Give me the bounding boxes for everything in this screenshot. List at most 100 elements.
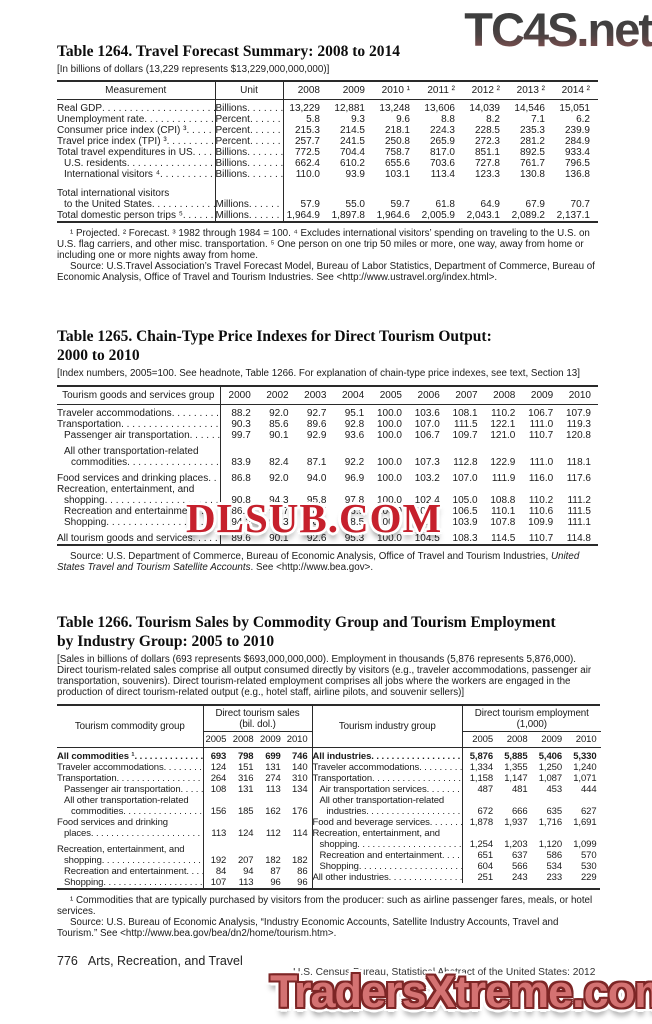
table-1266-headnote: [Sales in billions of dollars (693 repre… [57, 653, 592, 699]
value-cell: 89.6 [306, 418, 327, 430]
dot-leader [134, 751, 202, 762]
value-cell: 264 [202, 772, 231, 784]
table-1265-notes: Source: U.S. Department of Commerce, Bur… [57, 551, 598, 573]
dot-leader [123, 806, 202, 817]
header-year: 2010 ¹ [373, 81, 418, 101]
row-label: Consumer price index (CPI) ³ [57, 125, 215, 136]
value-cell: 111.1 [567, 516, 591, 528]
value-cell: 91.7 [269, 505, 289, 517]
label-text: Total domestic person trips ⁵ [57, 210, 183, 222]
label-text: Shopping [64, 516, 107, 528]
value-cell: 95.3 [344, 532, 365, 544]
value-cell: 1,254 [462, 827, 498, 850]
table-row: Recreation and entertainment 86.6 91.7 94.5… [57, 505, 598, 517]
dot-leader [250, 114, 283, 125]
label-line: Real GDP [57, 103, 215, 114]
dot-leader [427, 784, 462, 795]
unit-text: Percent [215, 136, 250, 148]
value-cell: 110.0 [282, 169, 328, 181]
value-cell: 90.8 [219, 483, 258, 506]
table-row: Food and beverage services 1,878 1,937 1,71… [313, 816, 601, 828]
dot-leader [181, 784, 203, 795]
value-cell: 892.5 [519, 147, 545, 159]
value-cell: 100.0 [376, 456, 402, 468]
value-cell: 140 [291, 761, 308, 773]
row-label: Recreation and entertainment [57, 506, 220, 517]
label-line: to the United States [57, 199, 215, 210]
value-cell: 67.9 [525, 199, 545, 211]
table-header: Tourism commodity group Direct tourism sa… [57, 705, 313, 748]
value-cell: 627 [580, 805, 597, 817]
value-cell: 108.3 [452, 532, 478, 544]
row-label: Recreation, entertainment, and shopping [313, 828, 463, 850]
value-cell: 274 [265, 772, 281, 784]
header-year: 2003 [295, 385, 334, 405]
header-year: 2000 [219, 385, 258, 405]
header-row: Tourism industry group Direct tourism emp… [312, 705, 601, 748]
label-line: Recreation, entertainment, and [57, 844, 203, 855]
value-cell: 110.2 [491, 407, 516, 419]
unit-text: Percent [215, 114, 250, 126]
value-cell: 586 [546, 849, 563, 861]
dot-leader [167, 136, 215, 147]
label-line: Total international visitors [57, 188, 215, 199]
dot-leader [127, 457, 219, 468]
row-label: Traveler accommodations [57, 404, 220, 419]
label-line: shopping [313, 839, 463, 850]
table-row: All other industries 251 243 233 229 [313, 871, 601, 883]
header-year: 2009 [522, 385, 561, 405]
unit-line: Billions [216, 103, 283, 114]
table-1265-headnote: [Index numbers, 2005=100. See headnote, … [57, 368, 580, 380]
table-row: Traveler accommodations 124 151 131 140 [57, 761, 312, 773]
value-cell: 100.0 [376, 505, 402, 517]
value-cell: 100.0 [376, 494, 402, 506]
label-line: Transportation [57, 419, 220, 430]
value-cell: 92.2 [344, 456, 365, 468]
value-cell: 1,147 [504, 772, 528, 784]
row-label: Air transportation services [313, 784, 463, 795]
value-cell: 1,878 [462, 816, 498, 828]
label-line: Total travel expenditures in US [57, 147, 215, 158]
value-cell: 235.3 [519, 125, 545, 137]
dot-leader [190, 430, 220, 441]
value-cell: 185 [237, 805, 254, 817]
value-cell: 110.6 [528, 505, 554, 517]
label-text: commodities [71, 805, 124, 817]
value-cell: 1,897.8 [331, 210, 365, 222]
value-cell: 110.1 [491, 505, 516, 517]
header-year: 2006 [408, 385, 447, 405]
label-text: Shopping [319, 860, 359, 872]
value-cell: 655.6 [384, 158, 410, 170]
span-title: Direct tourism sales [215, 707, 300, 719]
header-year: 2009 [257, 731, 285, 748]
row-label: Food and beverage services [313, 817, 463, 828]
table-body: Real GDP Billions 13,229 12,881 13,248 13,606… [57, 99, 598, 223]
value-cell: 95.1 [344, 407, 365, 419]
dot-leader [247, 169, 282, 180]
header-year: 2007 [446, 385, 485, 405]
value-cell: 64.9 [480, 199, 500, 211]
unit-text: Billions [215, 169, 248, 181]
table-1266-industry-panel: Tourism industry group Direct tourism emp… [312, 705, 601, 883]
table-header: Measurement Unit 2008 2009 2010 ¹ 2011 ² 2012 … [57, 81, 598, 101]
dot-leader [249, 210, 283, 221]
value-cell: 118.1 [566, 456, 591, 468]
value-cell: 100.0 [376, 532, 402, 544]
label-line: Recreation, entertainment, and [313, 828, 463, 839]
value-cell: 272.3 [474, 136, 500, 148]
label-line: International visitors ⁴ [57, 169, 215, 180]
unit-cell: Percent [214, 125, 283, 137]
dot-leader [249, 199, 283, 210]
row-label: Shopping [57, 877, 203, 888]
table-1264-source: Source: U.S.Travel Association’s Travel … [57, 261, 595, 284]
value-cell: 122.9 [490, 456, 516, 468]
table-row: All commodities ¹ 693 798 699 746 [57, 747, 312, 762]
label-text: Food services and drinking [57, 816, 168, 828]
value-cell: 637 [511, 849, 528, 861]
row-label: Transportation [313, 773, 463, 784]
header-year: 2011 ² [418, 81, 463, 101]
row-label: All other industries [313, 872, 463, 883]
value-cell: 92.7 [306, 407, 327, 419]
dot-leader [160, 169, 214, 180]
dot-leader [117, 773, 203, 784]
